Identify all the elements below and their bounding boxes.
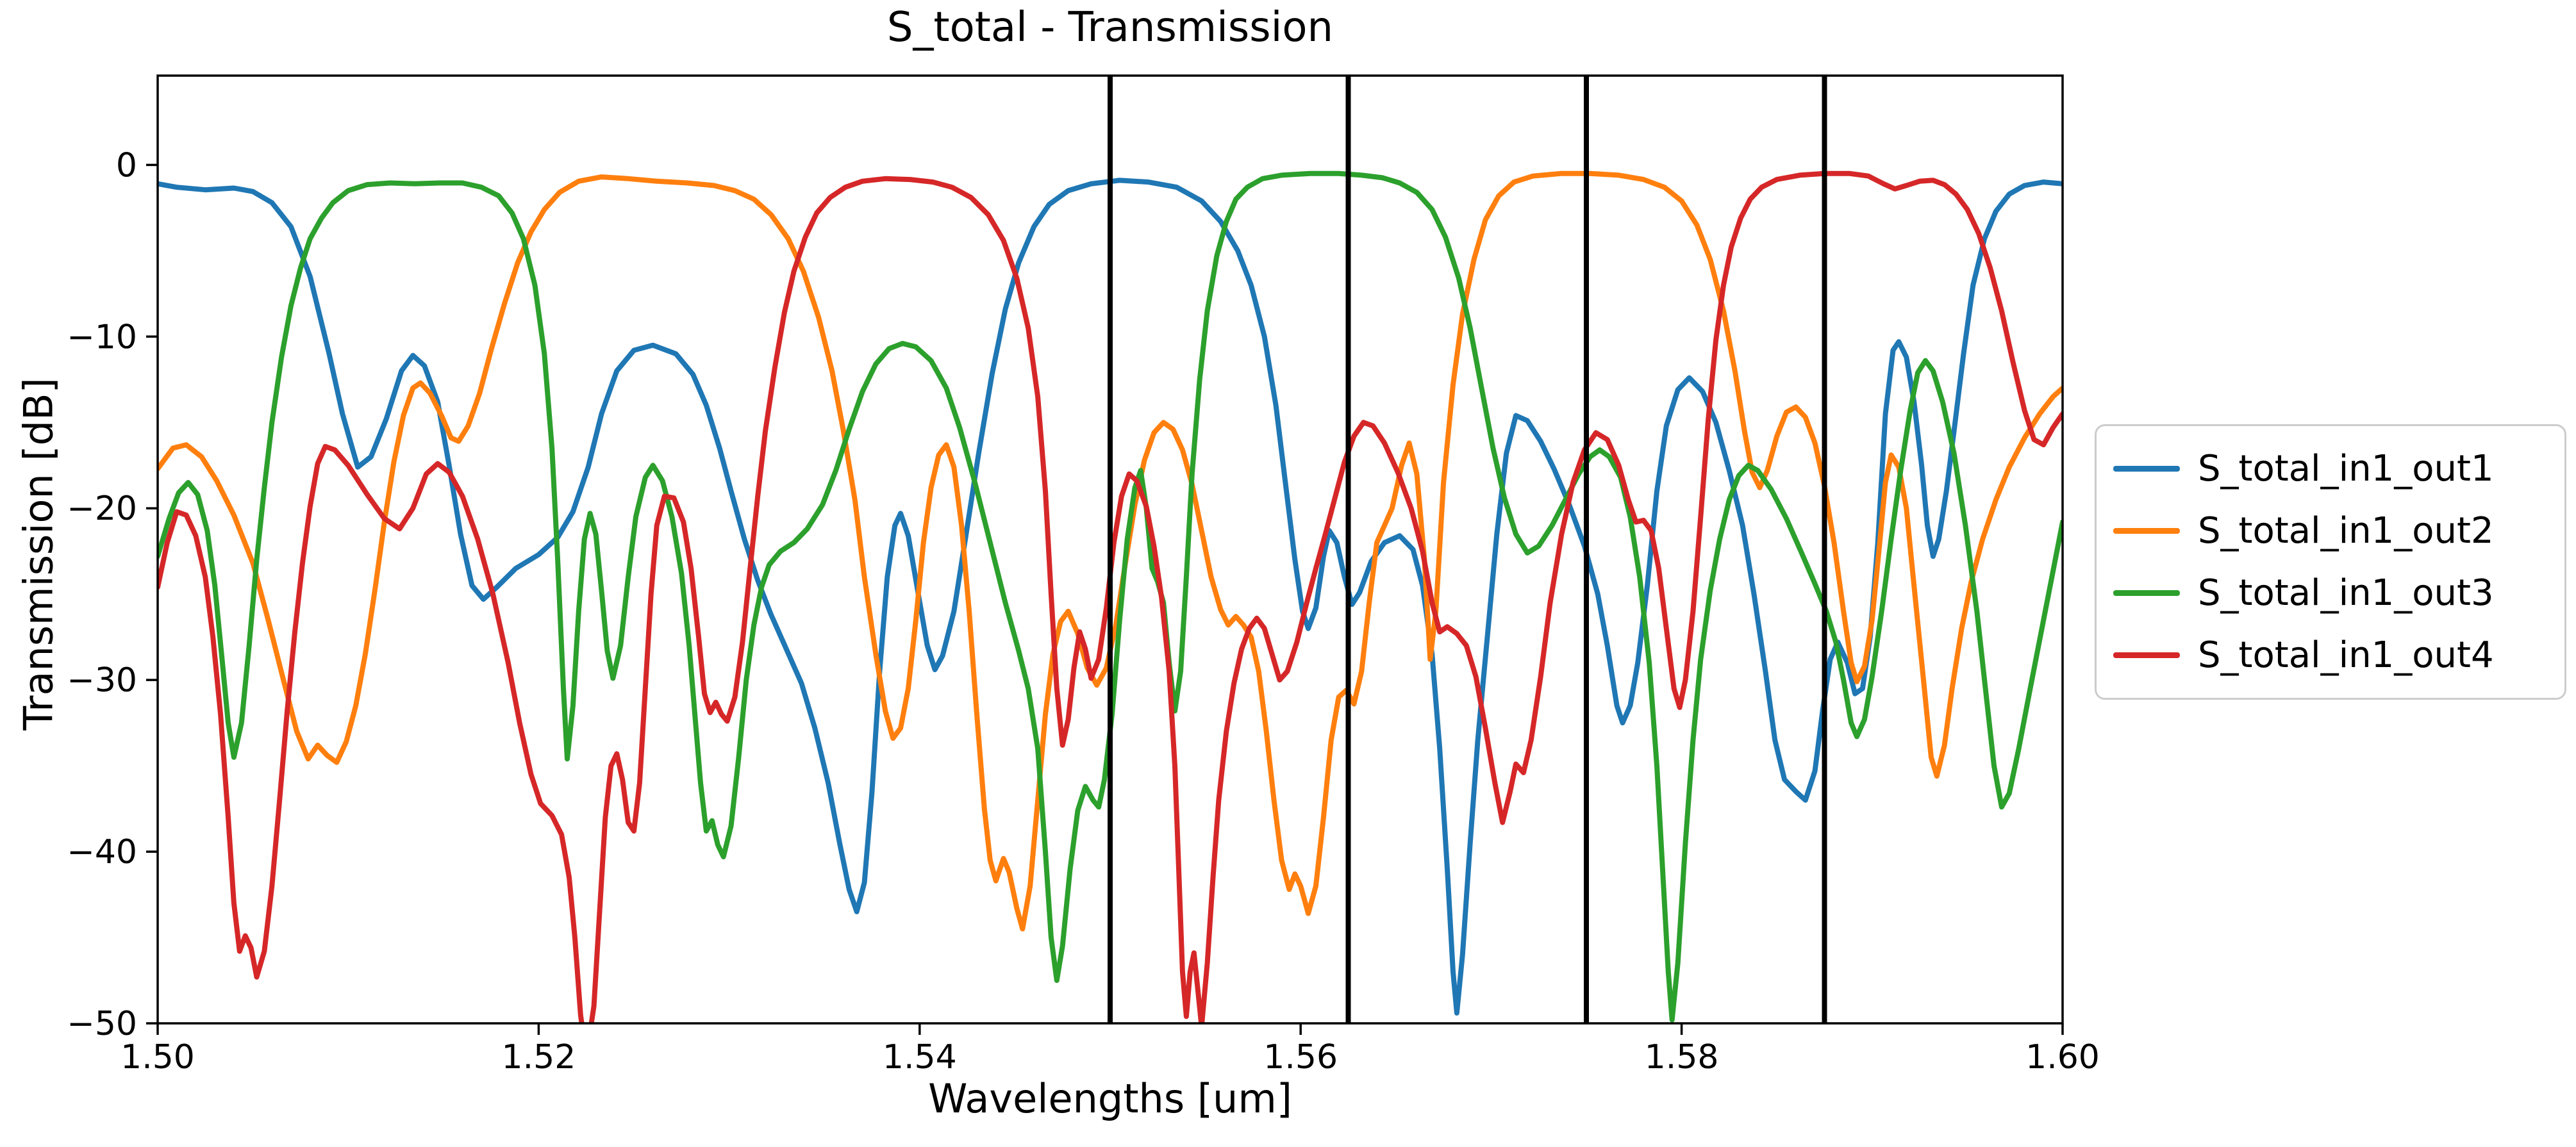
curves-group: [158, 170, 2063, 1023]
legend-label-out2: S_total_in1_out2: [2198, 510, 2494, 552]
chart-title: S_total - Transmission: [886, 4, 1334, 51]
y-tick-label-−40: −40: [67, 833, 137, 871]
x-axis-label: Wavelengths [um]: [928, 1075, 1292, 1122]
x-tick-label-1.58: 1.58: [1645, 1038, 1719, 1077]
curve-S_total_in1_out2: [158, 170, 2063, 932]
legend-label-out3: S_total_in1_out3: [2198, 572, 2494, 614]
y-tick-label-−50: −50: [67, 1005, 137, 1043]
x-tick-label-1.50: 1.50: [120, 1038, 195, 1077]
x-tick-label-1.60: 1.60: [2025, 1038, 2100, 1077]
legend-line-swatch-out4: [2113, 652, 2180, 658]
y-tick-label-−10: −10: [67, 318, 137, 356]
legend-line-swatch-out1: [2113, 466, 2180, 472]
legend-item-out2: S_total_in1_out2: [2113, 510, 2564, 552]
legend-line-swatch-out3: [2113, 590, 2180, 596]
legend-label-out4: S_total_in1_out4: [2198, 634, 2494, 676]
legend: S_total_in1_out1 S_total_in1_out2 S_tota…: [2095, 424, 2566, 700]
legend-item-out3: S_total_in1_out3: [2113, 572, 2564, 614]
legend-item-out4: S_total_in1_out4: [2113, 634, 2564, 676]
curve-S_total_in1_out1: [158, 177, 2063, 1016]
x-tick-label-1.54: 1.54: [883, 1038, 957, 1077]
x-tick-label-1.52: 1.52: [502, 1038, 576, 1077]
y-tick-label-−30: −30: [67, 661, 137, 700]
legend-label-out1: S_total_in1_out1: [2198, 448, 2494, 490]
legend-line-swatch-out2: [2113, 528, 2180, 534]
curve-S_total_in1_out4: [158, 170, 2063, 1023]
legend-item-out1: S_total_in1_out1: [2113, 448, 2564, 490]
axes-frame: [156, 74, 2064, 1025]
curve-S_total_in1_out3: [158, 170, 2063, 1023]
y-tick-label-0: 0: [116, 146, 137, 185]
x-tick-label-1.56: 1.56: [1263, 1038, 1338, 1077]
y-tick-label-−20: −20: [67, 490, 137, 528]
